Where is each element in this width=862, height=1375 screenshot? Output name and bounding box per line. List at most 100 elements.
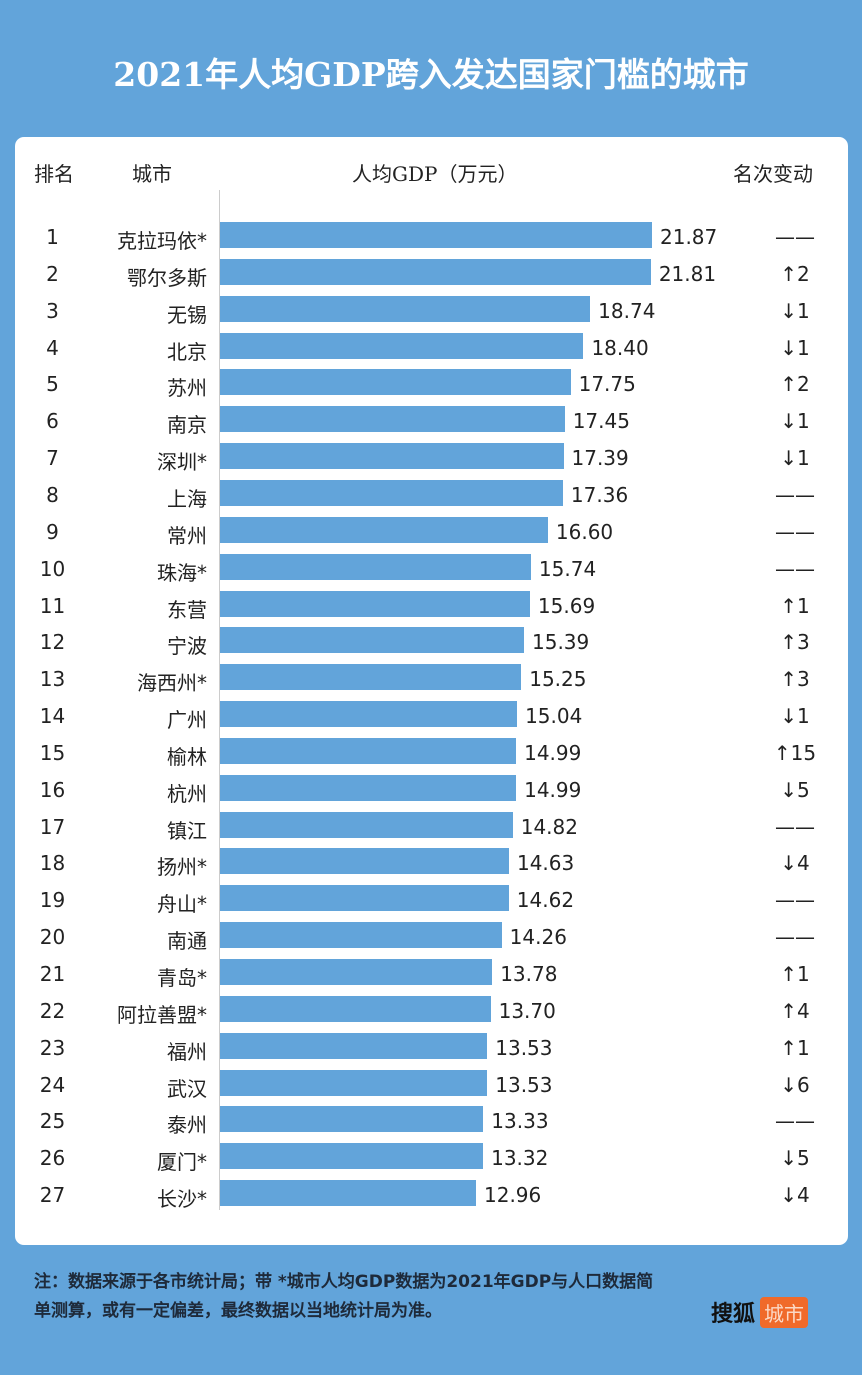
bar [220,922,502,949]
value-label: 18.74 [598,298,656,323]
rank-label: 26 [39,1146,66,1171]
rank-change-label: ↓1 [780,446,810,471]
rank-label: 20 [39,925,66,950]
logo-section: 城市 [760,1296,809,1328]
footnote: 注：数据来源于各市统计局；带 *城市人均GDP数据为2021年GDP与人口数据简… [34,1272,654,1321]
rank-change-label: ↓1 [780,704,810,729]
value-label: 13.70 [498,998,556,1023]
value-label: 12.96 [484,1183,542,1208]
table-row: 10 珠海* 15.74 —— [0,549,862,586]
city-label: 宁波 [167,634,207,659]
bar [220,737,517,764]
table-row: 11 东营 15.69 ↑1 [0,586,862,623]
city-label: 福州 [167,1039,207,1064]
table-row: 12 宁波 15.39 ↑3 [0,622,862,659]
city-label: 青岛* [157,966,207,990]
rank-label: 10 [39,556,66,581]
rank-label: 6 [46,409,59,434]
rank-change-label: ↓4 [780,851,810,876]
bar [220,295,591,322]
table-row: 9 常州 16.60 —— [0,512,862,549]
rank-label: 9 [46,519,59,544]
city-label: 深圳* [157,450,207,475]
table-row: 4 北京 18.40 ↓1 [0,328,862,365]
value-label: 15.39 [532,630,590,655]
rank-label: 13 [39,667,66,692]
rank-label: 7 [46,446,59,471]
bar [220,553,531,580]
city-label: 南通 [167,929,207,954]
rank-change-label: ↓5 [780,777,810,802]
table-row: 21 青岛* 13.78 ↑1 [0,954,862,991]
bar [220,1106,484,1133]
header-city: 城市 [132,162,172,186]
rank-label: 27 [39,1183,66,1208]
table-row: 24 武汉 13.53 ↓6 [0,1065,862,1102]
rank-label: 25 [39,1109,66,1134]
rank-change-label: —— [775,1109,815,1134]
bar [220,406,565,433]
value-label: 21.87 [660,225,718,249]
rank-change-label: ↑1 [780,593,810,618]
rank-label: 8 [46,482,59,507]
value-label: 13.33 [491,1109,549,1134]
bar [220,1143,484,1170]
rank-label: 18 [39,851,66,876]
bar [220,516,548,543]
table-row: 22 阿拉善盟* 13.70 ↑4 [0,991,862,1028]
city-label: 珠海* [157,560,207,585]
bar [220,443,564,470]
city-label: 泰州 [167,1113,207,1138]
table-row: 25 泰州 13.33 —— [0,1101,862,1138]
table-row: 13 海西州* 15.25 ↑3 [0,659,862,696]
rank-change-label: ↑2 [780,261,810,286]
header-gdp: 人均GDP（万元） [352,162,518,186]
table-row: 2 鄂尔多斯 21.81 ↑2 [0,254,862,291]
rank-change-label: ↑3 [780,630,810,655]
value-label: 14.82 [520,814,578,839]
rank-label: 21 [39,962,66,986]
city-label: 海西州* [137,671,207,696]
rank-label: 22 [39,998,66,1023]
city-label: 南京 [167,413,207,438]
bar [220,1032,488,1059]
rank-change-label: —— [775,888,815,913]
value-label: 17.45 [572,409,630,434]
bar [220,959,493,985]
value-label: 17.39 [571,446,629,471]
bar [220,848,509,875]
rank-label: 3 [46,298,59,323]
table-row: 26 厦门* 13.32 ↓5 [0,1138,862,1175]
value-label: 14.99 [524,777,582,802]
rank-change-label: ↑15 [773,740,817,765]
city-label: 舟山* [157,892,207,917]
chart-title: 2021年人均GDP跨入发达国家门槛的城市 [113,55,749,94]
rank-label: 11 [39,593,66,618]
bar [220,479,563,506]
city-label: 克拉玛依* [117,229,207,253]
rank-change-label: ↑3 [780,667,810,692]
rank-label: 1 [46,225,59,249]
table-row: 6 南京 17.45 ↓1 [0,401,862,438]
city-label: 厦门* [157,1150,207,1175]
city-label: 无锡 [167,302,207,327]
city-label: 北京 [167,339,207,364]
table-row: 3 无锡 18.74 ↓1 [0,291,862,328]
bar [220,1069,488,1096]
rank-change-label: ↑2 [780,372,810,397]
value-label: 15.74 [538,556,597,581]
value-label: 13.53 [495,1072,553,1097]
value-label: 15.25 [529,667,587,692]
table-row: 19 舟山* 14.62 —— [0,880,862,917]
rank-label: 14 [39,704,66,729]
value-label: 14.99 [524,740,582,765]
table-row: 23 福州 13.53 ↑1 [0,1028,862,1065]
rank-change-label: ↓1 [780,298,810,323]
bar [220,811,513,838]
city-label: 阿拉善盟* [117,1002,207,1027]
value-label: 13.32 [491,1146,549,1171]
value-label: 14.62 [516,888,575,913]
value-label: 18.40 [591,335,649,360]
rank-label: 4 [46,335,59,360]
city-label: 长沙* [157,1187,207,1212]
